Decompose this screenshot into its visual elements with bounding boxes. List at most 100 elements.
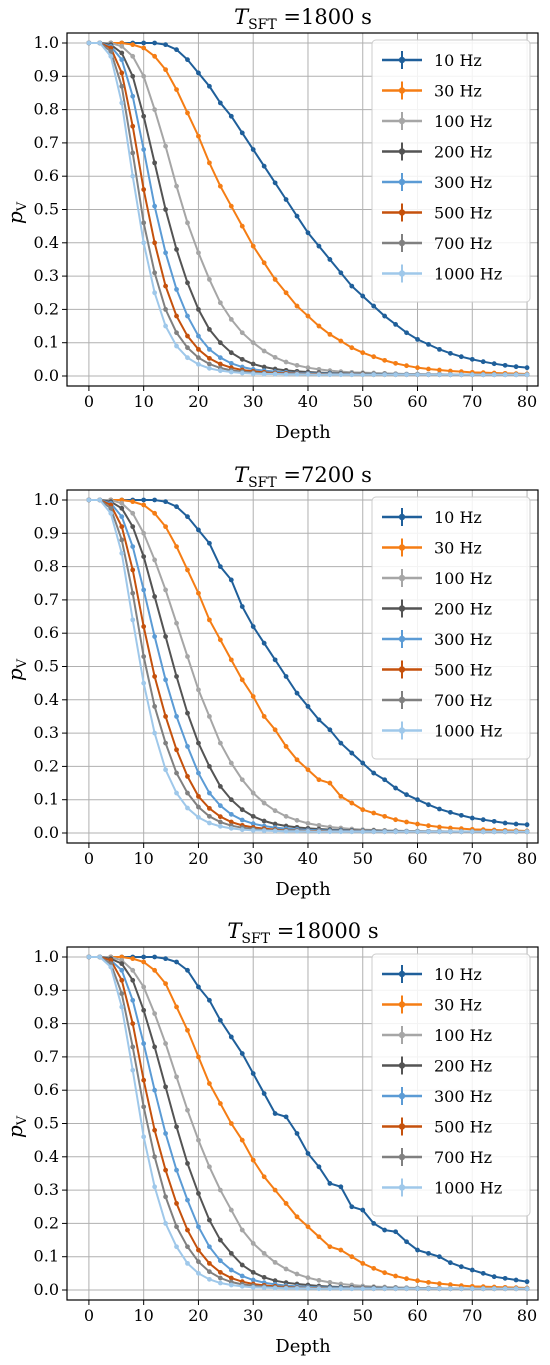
data-point <box>458 1264 464 1270</box>
x-tick-label: 20 <box>188 849 208 868</box>
data-point <box>196 307 201 312</box>
data-point <box>217 814 223 820</box>
data-point <box>250 243 256 249</box>
data-point <box>163 42 168 48</box>
data-point <box>513 364 519 370</box>
data-point <box>305 371 311 377</box>
legend-box <box>371 496 531 760</box>
data-point <box>174 1074 179 1080</box>
data-point <box>283 1285 289 1291</box>
data-point <box>491 1274 497 1280</box>
data-point <box>371 770 377 776</box>
data-point <box>491 372 497 378</box>
data-point <box>305 1275 311 1281</box>
data-point <box>349 345 355 351</box>
data-point <box>524 365 530 371</box>
data-point <box>217 823 223 829</box>
data-point <box>524 372 530 378</box>
data-point <box>305 704 311 709</box>
data-point <box>458 372 464 378</box>
legend-label: 300 Hz <box>434 630 492 649</box>
x-tick-label: 30 <box>243 1306 263 1325</box>
legend-label: 10 Hz <box>434 51 482 70</box>
data-point <box>239 827 245 833</box>
panel-3-xlabel: Depth <box>275 1336 331 1357</box>
data-point <box>404 819 409 825</box>
data-point <box>217 183 223 189</box>
data-point <box>513 372 519 378</box>
data-point <box>294 213 300 219</box>
data-point <box>130 1067 136 1073</box>
data-point <box>228 1250 234 1256</box>
y-tick-label: 0.7 <box>34 133 59 152</box>
data-point <box>294 362 300 368</box>
y-tick-label: 0.9 <box>34 523 59 542</box>
data-point <box>163 1041 168 1046</box>
data-point <box>130 1044 136 1050</box>
data-point <box>228 1267 234 1273</box>
data-point <box>283 813 289 819</box>
data-point <box>294 1214 300 1220</box>
data-point <box>327 1244 333 1250</box>
data-point <box>261 828 267 834</box>
x-tick-label: 0 <box>84 849 94 868</box>
data-point <box>163 499 168 505</box>
data-point <box>426 366 431 372</box>
data-point <box>447 350 453 356</box>
data-point <box>152 53 158 59</box>
data-point <box>163 956 168 962</box>
data-point <box>327 257 333 262</box>
legend-swatch-marker <box>398 117 406 125</box>
y-tick-label: 0.0 <box>34 1280 59 1299</box>
data-point <box>119 977 125 983</box>
data-point <box>524 1279 530 1285</box>
data-point <box>130 53 136 59</box>
data-point <box>141 40 147 46</box>
legend-label: 100 Hz <box>434 1026 492 1045</box>
legend-swatch-marker <box>398 239 406 247</box>
data-point <box>513 1277 519 1283</box>
data-point <box>294 1131 300 1136</box>
y-tick-label: 0.5 <box>34 1114 59 1133</box>
legend-label: 200 Hz <box>434 600 492 619</box>
data-point <box>316 822 322 828</box>
data-point <box>393 1273 398 1279</box>
data-point <box>119 954 125 960</box>
data-point <box>491 361 497 367</box>
data-point <box>196 133 201 139</box>
data-point <box>250 1240 256 1246</box>
data-point <box>97 497 103 503</box>
data-point <box>196 355 201 361</box>
data-point <box>272 1111 278 1116</box>
data-point <box>228 1282 234 1288</box>
legend-swatch-marker <box>398 56 406 64</box>
series-30-hz <box>86 497 530 834</box>
data-point <box>239 223 245 229</box>
panel-3-title: TSFT =18000 s <box>227 919 378 947</box>
data-point <box>196 590 201 596</box>
data-point <box>163 981 168 987</box>
data-point <box>174 183 179 189</box>
data-point <box>119 40 125 46</box>
data-point <box>207 813 212 819</box>
data-point <box>108 957 114 963</box>
data-point <box>261 1285 267 1291</box>
data-point <box>108 48 114 54</box>
panel-2-title: TSFT =7200 s <box>234 463 372 491</box>
data-point <box>207 540 212 546</box>
data-point <box>261 371 267 377</box>
legend-swatch-marker <box>398 544 406 551</box>
data-point <box>130 42 136 48</box>
data-point <box>349 1204 355 1210</box>
data-point <box>316 323 322 329</box>
data-point <box>97 40 103 46</box>
y-tick-label: 0.3 <box>34 266 59 285</box>
data-point <box>250 1284 256 1290</box>
x-tick-label: 60 <box>407 849 427 868</box>
legend-swatch-marker <box>398 1092 406 1100</box>
data-point <box>261 640 267 646</box>
y-tick-label: 0.8 <box>34 557 59 576</box>
data-point <box>261 1091 267 1096</box>
data-point <box>294 757 300 763</box>
